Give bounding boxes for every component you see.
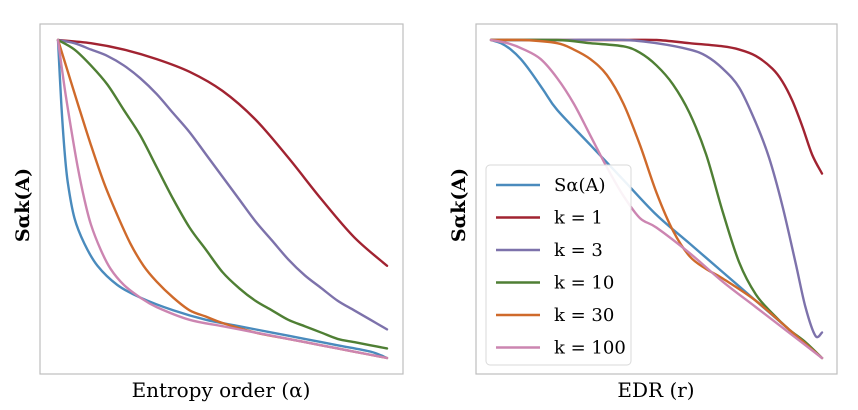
right-panel: EDR (r) Sαk(A) Sα(A) k = 1 k = 3 k = 10 k = … [448,23,838,402]
left-curves [56,38,389,360]
legend-label-k1: k = 1 [554,208,603,229]
left-curve-k3 [56,38,389,331]
right-curve-k3 [489,38,824,339]
left-panel: Entropy order (α) Sαk(A) [12,23,404,402]
right-plot-frame [475,23,838,375]
left-curve-s-alpha [56,38,389,360]
left-curve-k10 [56,38,389,350]
legend-label-k100: k = 100 [554,338,626,359]
right-curve-k30 [489,38,824,360]
left-curve-k100 [56,38,389,360]
right-xlabel: EDR (r) [617,378,694,402]
right-ylabel: Sαk(A) [448,168,470,242]
left-curve-k1 [56,38,389,267]
legend-label-k3: k = 3 [554,240,603,261]
legend-label-k10: k = 10 [554,273,614,294]
left-plot-frame [39,23,404,375]
legend: Sα(A) k = 1 k = 3 k = 10 k = 30 k = 100 [485,164,632,366]
left-ylabel: Sαk(A) [12,168,34,242]
left-xlabel: Entropy order (α) [132,378,311,402]
left-curve-k30 [56,38,389,360]
legend-items: Sα(A) k = 1 k = 3 k = 10 k = 30 k = 100 [496,175,626,359]
legend-label-k30: k = 30 [554,305,614,326]
legend-label-s-alpha: Sα(A) [554,175,606,196]
